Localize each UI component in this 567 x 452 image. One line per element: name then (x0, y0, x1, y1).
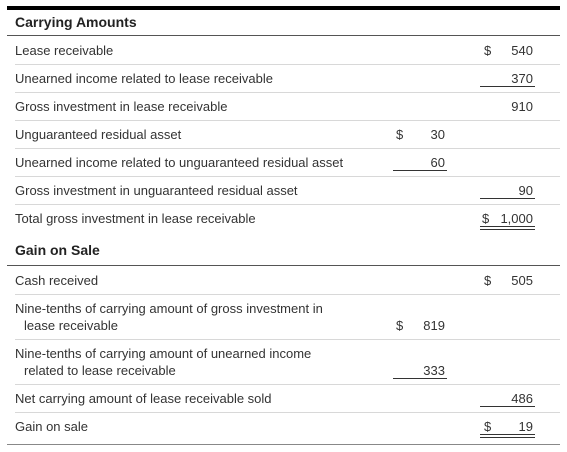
row-separator (15, 64, 560, 65)
row-label-lease-receivable: Lease receivable (15, 43, 114, 58)
double-underline-top (480, 226, 535, 227)
value-unearned-income-lease: 370 (511, 71, 533, 86)
value-total-gross-investment: 1,000 (500, 211, 533, 226)
row-label-gross-investment-residual: Gross investment in unguaranteed residua… (15, 183, 298, 198)
value-gain-on-sale: 19 (518, 419, 533, 434)
row-label-net-carrying-amount: Net carrying amount of lease receivable … (15, 391, 272, 406)
row-separator (15, 120, 560, 121)
section-divider (7, 35, 560, 36)
currency-symbol: $ (482, 211, 490, 226)
row-label-unearned-income-residual: Unearned income related to unguaranteed … (15, 155, 344, 170)
underline (393, 378, 447, 379)
currency-symbol: $ (484, 43, 492, 58)
double-underline-bottom (480, 229, 535, 230)
row-label-ninetenths-unearned-line1: Nine-tenths of carrying amount of unearn… (15, 346, 312, 361)
value-ninetenths-gross: 819 (423, 318, 445, 333)
row-label-total-gross-investment: Total gross investment in lease receivab… (15, 211, 256, 226)
value-cash-received: 505 (511, 273, 533, 288)
row-label-unguaranteed-residual: Unguaranteed residual asset (15, 127, 182, 142)
row-separator (15, 384, 560, 385)
currency-symbol: $ (396, 127, 404, 142)
currency-symbol: $ (484, 419, 492, 434)
row-label-ninetenths-unearned-line2: related to lease receivable (24, 363, 176, 378)
row-separator (15, 294, 560, 295)
value-gross-investment-residual: 90 (518, 183, 533, 198)
row-separator (15, 148, 560, 149)
top-border (7, 6, 560, 10)
row-label-ninetenths-gross-line2: lease receivable (24, 318, 118, 333)
row-separator (15, 339, 560, 340)
value-unguaranteed-residual: 30 (430, 127, 445, 142)
double-underline-top (480, 434, 535, 435)
row-separator (15, 412, 560, 413)
row-label-ninetenths-gross-line1: Nine-tenths of carrying amount of gross … (15, 301, 323, 316)
underline (480, 198, 535, 199)
currency-symbol: $ (484, 273, 492, 288)
value-gross-investment-lease: 910 (511, 99, 533, 114)
row-label-cash-received: Cash received (15, 273, 99, 288)
bottom-border (7, 444, 560, 445)
value-lease-receivable: 540 (511, 43, 533, 58)
section-divider (7, 265, 560, 266)
section-title-gain-on-sale: Gain on Sale (15, 242, 100, 258)
row-separator (15, 92, 560, 93)
currency-symbol: $ (396, 318, 404, 333)
underline (480, 86, 535, 87)
underline (393, 170, 447, 171)
section-title-carrying-amounts: Carrying Amounts (15, 14, 137, 30)
value-net-carrying-amount: 486 (511, 391, 533, 406)
row-label-gross-investment-lease: Gross investment in lease receivable (15, 99, 228, 114)
value-unearned-income-residual: 60 (430, 155, 445, 170)
row-separator (15, 176, 560, 177)
underline (480, 406, 535, 407)
double-underline-bottom (480, 437, 535, 438)
row-separator (15, 204, 560, 205)
row-label-unearned-income-lease: Unearned income related to lease receiva… (15, 71, 273, 86)
row-label-gain-on-sale: Gain on sale (15, 419, 88, 434)
value-ninetenths-unearned: 333 (423, 363, 445, 378)
